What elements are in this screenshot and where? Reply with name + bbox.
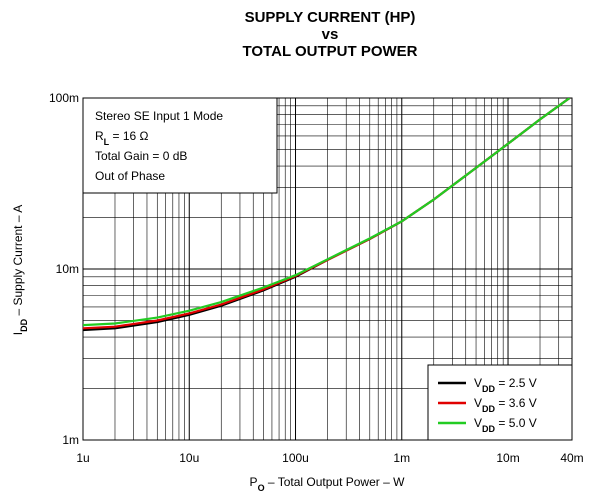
legend-label-part: V xyxy=(474,396,482,410)
plot-frame xyxy=(82,97,573,441)
legend-label: VDD = 5.0 V xyxy=(474,416,537,434)
legend-label-part: DD xyxy=(482,404,495,414)
x-tick-label: 1u xyxy=(76,451,89,465)
legend-label-part: = 5.0 V xyxy=(495,416,537,430)
legend-label-part: = 2.5 V xyxy=(495,376,537,390)
x-tick-label: 100u xyxy=(282,451,309,465)
legend-label: VDD = 3.6 V xyxy=(474,396,537,414)
y-tick-label: 1m xyxy=(62,433,79,447)
series-line xyxy=(83,98,571,327)
legend-label-part: DD xyxy=(482,424,495,434)
x-axis-label-part: O xyxy=(258,483,265,493)
chart-title: vs xyxy=(322,26,339,43)
annotation: Out of Phase xyxy=(95,169,165,183)
annotation-part: R xyxy=(95,129,104,143)
annotation-part: L xyxy=(104,137,110,147)
annotation-part: Total Gain = 0 dB xyxy=(95,149,187,163)
chart-title: TOTAL OUTPUT POWER xyxy=(243,43,418,60)
y-axis-label-part: – Supply Current – A xyxy=(11,205,25,319)
y-axis-label: IDD – Supply Current – A xyxy=(11,205,29,335)
annotation-part: = 16 Ω xyxy=(109,129,148,143)
x-tick-label: 40m xyxy=(560,451,583,465)
x-axis-label-part: – Total Output Power – W xyxy=(265,475,406,489)
legend-label: VDD = 2.5 V xyxy=(474,376,537,394)
legend-label-part: DD xyxy=(482,384,495,394)
annotation-part: Out of Phase xyxy=(95,169,165,183)
y-tick-label: 100m xyxy=(49,91,79,105)
y-tick-label: 10m xyxy=(56,262,79,276)
chart-title: SUPPLY CURRENT (HP) xyxy=(245,9,416,26)
annotation-box xyxy=(82,97,278,194)
x-tick-label: 1m xyxy=(393,451,410,465)
legend-label-part: V xyxy=(474,376,482,390)
legend-label-part: = 3.6 V xyxy=(495,396,537,410)
y-axis-label-part: I xyxy=(11,332,25,335)
legend-label-part: V xyxy=(474,416,482,430)
x-axis-label: PO – Total Output Power – W xyxy=(250,475,406,493)
x-tick-label: 10u xyxy=(179,451,199,465)
x-tick-label: 10m xyxy=(496,451,519,465)
annotation-part: Stereo SE Input 1 Mode xyxy=(95,109,223,123)
y-axis-label-part: DD xyxy=(19,318,29,331)
x-axis-label-part: P xyxy=(250,475,258,489)
annotation: Total Gain = 0 dB xyxy=(95,149,187,163)
annotation: RL = 16 Ω xyxy=(95,129,149,147)
annotation: Stereo SE Input 1 Mode xyxy=(95,109,223,123)
